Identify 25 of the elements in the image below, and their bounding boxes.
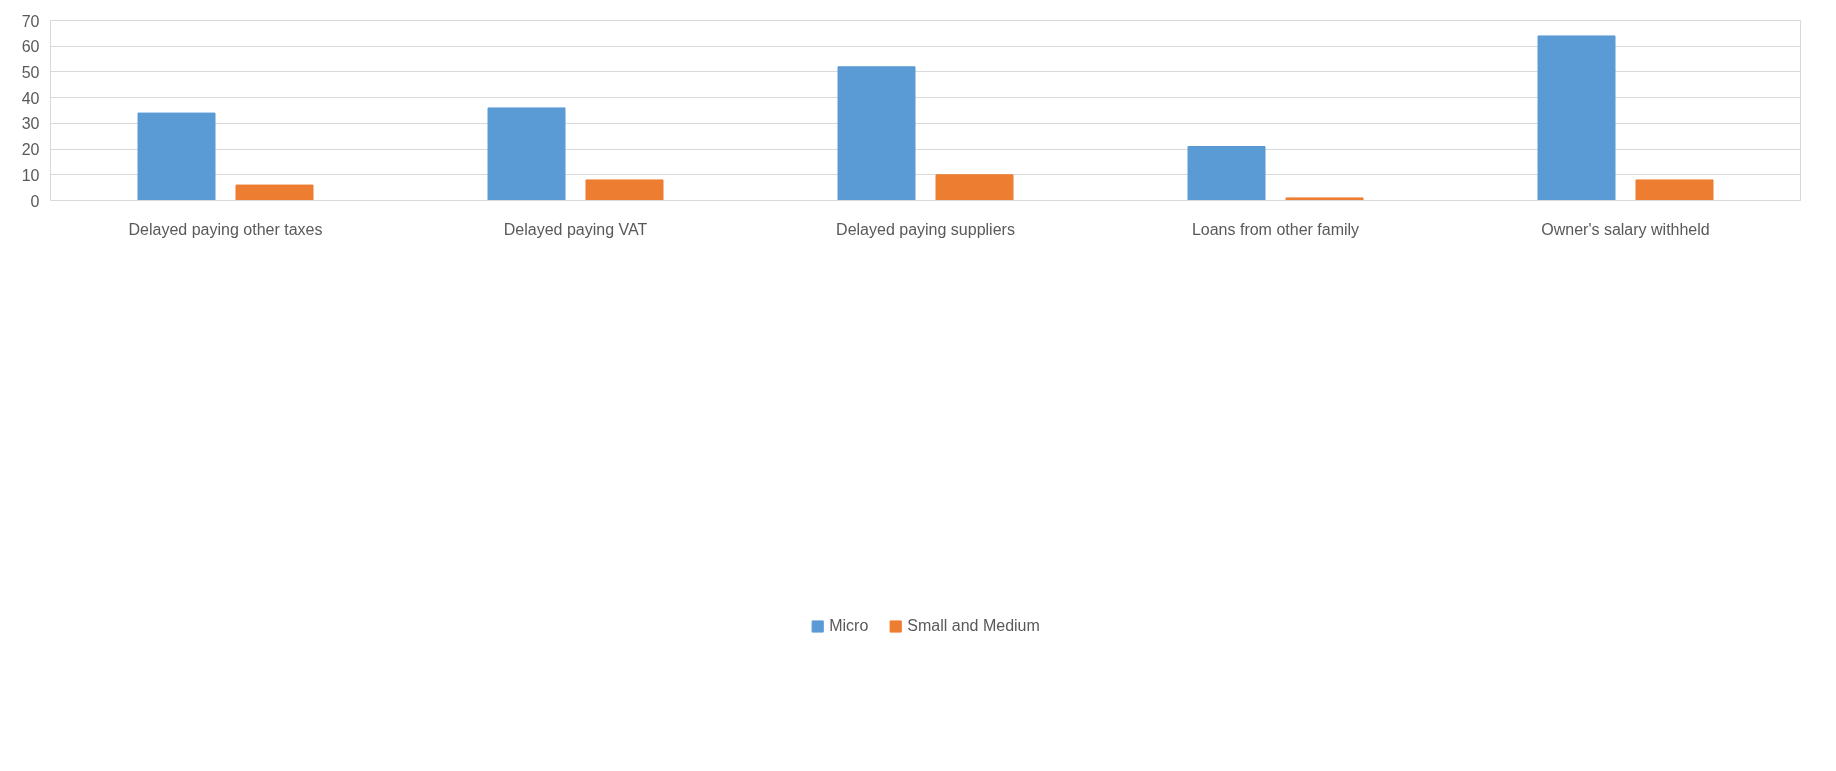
bar bbox=[1635, 179, 1714, 201]
x-tick-label: Delayed paying other taxes bbox=[128, 220, 323, 238]
y-tick-label: 0 bbox=[30, 192, 40, 210]
bar bbox=[137, 112, 216, 201]
x-tick-label: Loans from other family bbox=[1191, 220, 1360, 238]
bar bbox=[1285, 197, 1364, 201]
bar bbox=[585, 179, 664, 201]
y-tick-label: 10 bbox=[21, 166, 40, 184]
y-tick-label: 70 bbox=[21, 12, 40, 30]
x-tick-label: Delayed paying VAT bbox=[503, 220, 648, 238]
bar bbox=[235, 184, 314, 201]
y-tick-label: 30 bbox=[21, 115, 40, 133]
x-tick-label: Delayed paying suppliers bbox=[836, 220, 1015, 238]
bar bbox=[935, 174, 1014, 201]
bar bbox=[487, 107, 566, 201]
y-tick-label: 20 bbox=[21, 141, 40, 159]
y-tick-label: 40 bbox=[21, 89, 40, 107]
legend-label: Micro bbox=[829, 616, 869, 635]
legend-label: Small and Medium bbox=[907, 616, 1040, 635]
bar bbox=[1187, 146, 1266, 201]
x-tick-label: Owner's salary withheld bbox=[1541, 220, 1710, 238]
y-tick-label: 50 bbox=[21, 63, 40, 81]
bar bbox=[1537, 35, 1616, 201]
y-tick-label: 60 bbox=[21, 38, 40, 56]
bar bbox=[837, 66, 916, 201]
